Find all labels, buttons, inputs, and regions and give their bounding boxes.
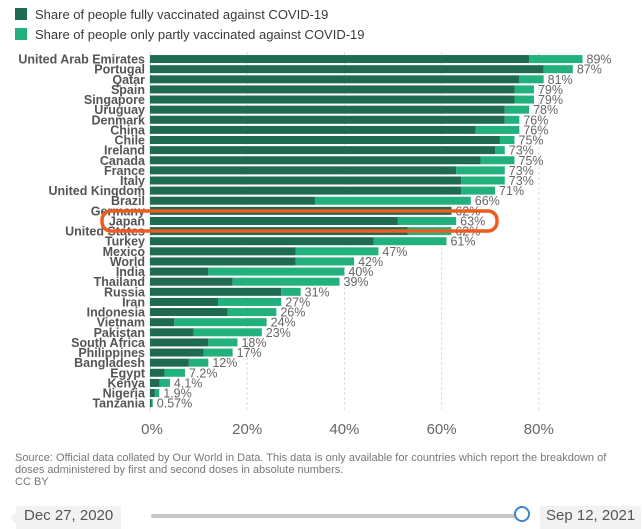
- x-tick-label: 0%: [141, 421, 163, 438]
- bar-fully-vaccinated: [150, 328, 194, 336]
- bar-fully-vaccinated: [150, 96, 515, 104]
- bar-fully-vaccinated: [150, 187, 461, 195]
- bar-partly-vaccinated: [515, 96, 534, 104]
- bar-fully-vaccinated: [150, 65, 544, 73]
- bar-fully-vaccinated: [150, 399, 151, 407]
- bar-fully-vaccinated: [150, 126, 476, 134]
- bar-fully-vaccinated: [150, 106, 505, 114]
- license-text: CC BY: [15, 476, 615, 488]
- bar-fully-vaccinated: [150, 308, 228, 316]
- bar-fully-vaccinated: [150, 379, 160, 387]
- bar-partly-vaccinated: [151, 399, 152, 407]
- value-label: 47%: [382, 245, 407, 259]
- bar-fully-vaccinated: [150, 349, 203, 357]
- x-tick-label: 20%: [232, 421, 262, 438]
- x-tick-label: 80%: [524, 421, 554, 438]
- bar-partly-vaccinated: [495, 146, 505, 154]
- bar-partly-vaccinated: [208, 268, 344, 276]
- bar-partly-vaccinated: [456, 166, 505, 174]
- value-label: 39%: [344, 275, 369, 289]
- bar-fully-vaccinated: [150, 318, 174, 326]
- bar-fully-vaccinated: [150, 268, 208, 276]
- value-label: 87%: [577, 63, 602, 77]
- x-tick-label: 40%: [329, 421, 359, 438]
- bar-fully-vaccinated: [150, 177, 461, 185]
- value-label: 17%: [237, 346, 262, 360]
- bar-partly-vaccinated: [476, 126, 520, 134]
- bar-fully-vaccinated: [150, 288, 281, 296]
- bar-fully-vaccinated: [150, 247, 296, 255]
- bar-partly-vaccinated: [505, 116, 520, 124]
- bar-fully-vaccinated: [150, 156, 480, 164]
- bar-partly-vaccinated: [515, 85, 534, 93]
- bar-partly-vaccinated: [529, 55, 582, 63]
- source-text: Source: Official data collated by Our Wo…: [15, 452, 615, 476]
- timeline: Dec 27, 2020 Sep 12, 2021: [0, 500, 642, 526]
- bar-fully-vaccinated: [150, 136, 500, 144]
- bar-fully-vaccinated: [150, 369, 165, 377]
- bar-fully-vaccinated: [150, 217, 398, 225]
- bar-fully-vaccinated: [150, 146, 495, 154]
- value-label: 0.57%: [157, 397, 192, 411]
- bar-fully-vaccinated: [150, 338, 208, 346]
- bar-fully-vaccinated: [150, 85, 515, 93]
- timeline-slider-track[interactable]: [151, 514, 523, 518]
- category-label: Tanzania: [92, 397, 146, 411]
- bar-fully-vaccinated: [150, 75, 519, 83]
- bar-fully-vaccinated: [150, 116, 505, 124]
- x-tick-label: 60%: [427, 421, 457, 438]
- bar-fully-vaccinated: [150, 298, 218, 306]
- value-label: 61%: [450, 235, 475, 249]
- bar-partly-vaccinated: [315, 197, 471, 205]
- bar-partly-vaccinated: [296, 257, 354, 265]
- bar-fully-vaccinated: [150, 166, 456, 174]
- bar-fully-vaccinated: [150, 257, 296, 265]
- source-note: Source: Official data collated by Our Wo…: [15, 452, 615, 488]
- value-label: 23%: [266, 326, 291, 340]
- bar-fully-vaccinated: [150, 197, 315, 205]
- bar-partly-vaccinated: [218, 298, 281, 306]
- bar-partly-vaccinated: [398, 217, 456, 225]
- bar-partly-vaccinated: [228, 308, 277, 316]
- value-label: 71%: [499, 184, 524, 198]
- bar-fully-vaccinated: [150, 389, 155, 397]
- bar-fully-vaccinated: [150, 55, 529, 63]
- bar-fully-vaccinated: [150, 278, 233, 286]
- timeline-slider-handle[interactable]: [514, 506, 530, 522]
- bar-fully-vaccinated: [150, 359, 189, 367]
- bar-partly-vaccinated: [174, 318, 266, 326]
- bar-partly-vaccinated: [208, 338, 237, 346]
- bar-fully-vaccinated: [150, 237, 374, 245]
